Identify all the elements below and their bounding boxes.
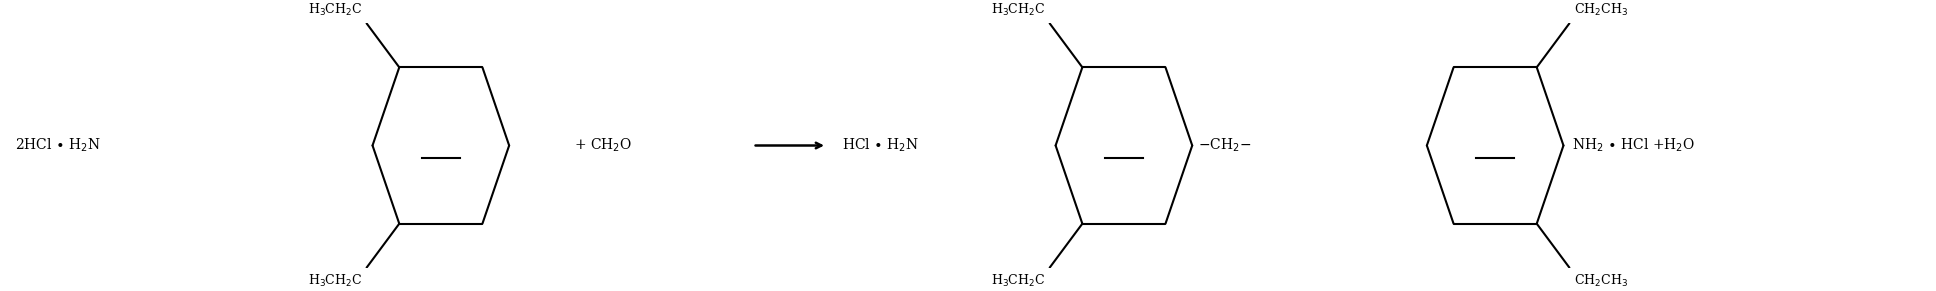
Text: CH$_2$CH$_3$: CH$_2$CH$_3$	[1574, 273, 1628, 289]
Text: + CH$_2$O: + CH$_2$O	[575, 137, 633, 154]
Text: 2HCl $\bullet$ H$_2$N: 2HCl $\bullet$ H$_2$N	[15, 137, 101, 154]
Text: H$_3$CH$_2$C: H$_3$CH$_2$C	[991, 273, 1045, 289]
Text: H$_3$CH$_2$C: H$_3$CH$_2$C	[991, 2, 1045, 18]
Text: H$_3$CH$_2$C: H$_3$CH$_2$C	[308, 2, 362, 18]
Text: HCl $\bullet$ H$_2$N: HCl $\bullet$ H$_2$N	[842, 137, 920, 154]
Text: CH$_2$CH$_3$: CH$_2$CH$_3$	[1574, 2, 1628, 18]
Text: $-$CH$_2$$-$: $-$CH$_2$$-$	[1198, 137, 1251, 154]
Text: NH$_2$ $\bullet$ HCl +H$_2$O: NH$_2$ $\bullet$ HCl +H$_2$O	[1572, 137, 1696, 154]
Text: H$_3$CH$_2$C: H$_3$CH$_2$C	[308, 273, 362, 289]
